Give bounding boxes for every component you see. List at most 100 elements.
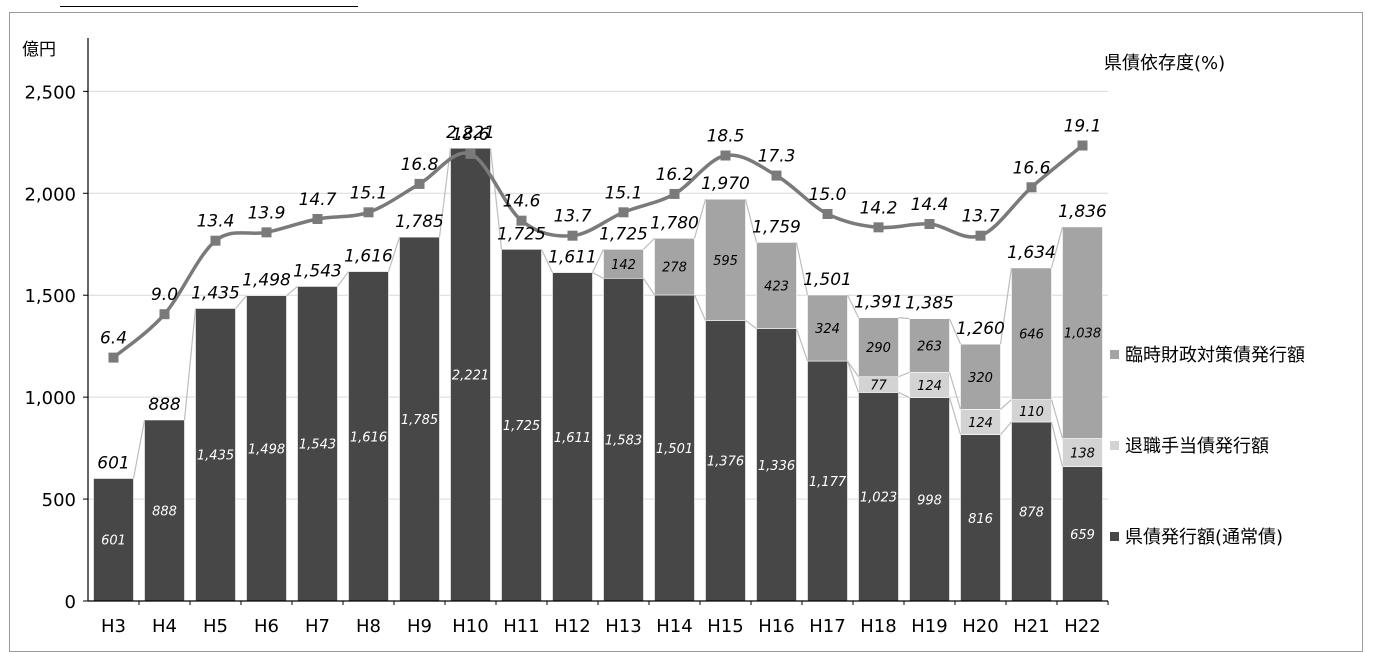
dependency-label: 14.6 bbox=[503, 192, 541, 212]
y-axis: 億円 0 500 1,000 1,500 2,000 2,500 bbox=[22, 38, 89, 613]
bar-segment bbox=[756, 242, 797, 329]
y-unit-label: 億円 bbox=[22, 40, 56, 60]
connector-line bbox=[183, 308, 197, 421]
bar-segment bbox=[501, 249, 542, 602]
bar-total-label: 1,435 bbox=[191, 283, 240, 303]
x-tick-label: H16 bbox=[758, 616, 794, 637]
dependency-marker bbox=[159, 309, 170, 320]
x-tick-label: H6 bbox=[254, 616, 279, 637]
bars bbox=[93, 147, 1103, 602]
x-tick-label: H15 bbox=[707, 616, 743, 637]
bar-segment-label: 142 bbox=[611, 258, 636, 273]
bar-segment-label: 1,435 bbox=[197, 449, 234, 464]
bar-total-label: 888 bbox=[148, 395, 181, 415]
bar-total-label: 1,616 bbox=[344, 247, 393, 267]
bar-segment bbox=[705, 320, 746, 602]
connector-line bbox=[438, 148, 452, 238]
bar-segment bbox=[552, 272, 593, 602]
bar-segment-label: 423 bbox=[764, 280, 789, 295]
bar-segment-label: 878 bbox=[1019, 506, 1044, 521]
bar-segment bbox=[909, 397, 950, 602]
dependency-label: 17.3 bbox=[758, 147, 796, 167]
dependency-marker bbox=[210, 235, 221, 246]
bar-segment bbox=[603, 249, 644, 279]
connector-line bbox=[643, 237, 655, 250]
bar-segment-label: 320 bbox=[968, 371, 993, 386]
connector-line bbox=[1000, 399, 1012, 410]
dependency-marker bbox=[618, 207, 629, 218]
bar-segment bbox=[909, 318, 950, 373]
bar-segment bbox=[960, 343, 1001, 410]
connector-line bbox=[489, 148, 503, 250]
x-tick-label: H21 bbox=[1013, 616, 1049, 637]
bar-segment-label: 1,543 bbox=[299, 438, 336, 453]
x-tick-label: H10 bbox=[452, 616, 488, 637]
connector-line bbox=[948, 397, 962, 435]
dependency-label: 13.4 bbox=[197, 212, 235, 232]
connector-line bbox=[898, 371, 910, 378]
dependency-label: 15.1 bbox=[605, 183, 643, 203]
dependency-marker bbox=[567, 230, 578, 241]
bar-segment-label: 2,221 bbox=[452, 369, 489, 384]
bar-total-label: 1,611 bbox=[548, 248, 597, 268]
bar-segment bbox=[807, 294, 848, 362]
grid-lines bbox=[88, 90, 1108, 500]
legend-swatch bbox=[1110, 532, 1119, 541]
bar-total-label: 1,498 bbox=[242, 271, 291, 291]
bar-segment-label: 1,336 bbox=[758, 459, 795, 474]
dependency-label: 14.4 bbox=[911, 195, 949, 215]
dependency-label: 19.1 bbox=[1064, 117, 1102, 137]
connector-line bbox=[846, 294, 860, 318]
connector-line bbox=[693, 199, 707, 239]
bar-total-label: 1,385 bbox=[905, 294, 954, 314]
connector-line bbox=[1050, 399, 1064, 439]
bar-segment-label: 1,177 bbox=[809, 475, 847, 490]
dependency-label: 13.7 bbox=[962, 207, 1000, 227]
x-tick-label: H7 bbox=[305, 616, 330, 637]
bar-total-label: 1,759 bbox=[752, 217, 801, 237]
bar-segment-label: 1,498 bbox=[248, 442, 285, 457]
connector-line bbox=[745, 320, 757, 330]
connector-line bbox=[846, 360, 860, 393]
dependency-marker bbox=[465, 148, 476, 159]
bar-segment bbox=[144, 419, 185, 602]
dependency-marker bbox=[1077, 140, 1088, 151]
x-tick-label: H13 bbox=[605, 616, 641, 637]
connector-line bbox=[999, 267, 1013, 345]
legend-swatch bbox=[1110, 350, 1119, 359]
x-tick-label: H20 bbox=[962, 616, 998, 637]
connector-line bbox=[286, 285, 298, 297]
dependency-marker bbox=[873, 222, 884, 233]
legend-label: 退職手当債発行額 bbox=[1125, 436, 1269, 457]
bar-segment-label: 1,038 bbox=[1064, 327, 1101, 342]
connector-line bbox=[132, 419, 146, 479]
bar-segment-label: 138 bbox=[1070, 447, 1095, 462]
dependency-label: 16.8 bbox=[401, 155, 439, 175]
bar-segment-label: 1,616 bbox=[350, 430, 387, 445]
bar-segment bbox=[654, 294, 695, 602]
y-tick-label: 2,000 bbox=[24, 184, 76, 205]
x-tick-label: H12 bbox=[554, 616, 590, 637]
dependency-label: 13.9 bbox=[248, 203, 286, 223]
bar-total-label: 1,836 bbox=[1058, 202, 1107, 222]
connector-line bbox=[795, 328, 809, 362]
connector-line bbox=[337, 271, 349, 287]
dependency-marker bbox=[1026, 182, 1037, 193]
bar-total-label: 1,780 bbox=[650, 213, 699, 233]
bar-segment-label: 77 bbox=[870, 379, 887, 394]
legend-swatch bbox=[1110, 441, 1119, 450]
bar-segment bbox=[654, 238, 695, 296]
bar-total-label: 1,391 bbox=[854, 293, 903, 313]
bar-total-label: 2,221 bbox=[446, 123, 495, 143]
connector-line bbox=[693, 294, 707, 321]
dependency-label: 18.5 bbox=[707, 127, 745, 147]
connector-line bbox=[744, 199, 758, 243]
bar-segment-label: 601 bbox=[101, 534, 126, 549]
x-tick-label: H17 bbox=[809, 616, 845, 637]
connector-line bbox=[387, 236, 401, 272]
bar-segment-label: 263 bbox=[917, 339, 942, 354]
bar-total-label: 1,725 bbox=[599, 224, 648, 244]
dependency-label: 15.0 bbox=[809, 185, 847, 205]
